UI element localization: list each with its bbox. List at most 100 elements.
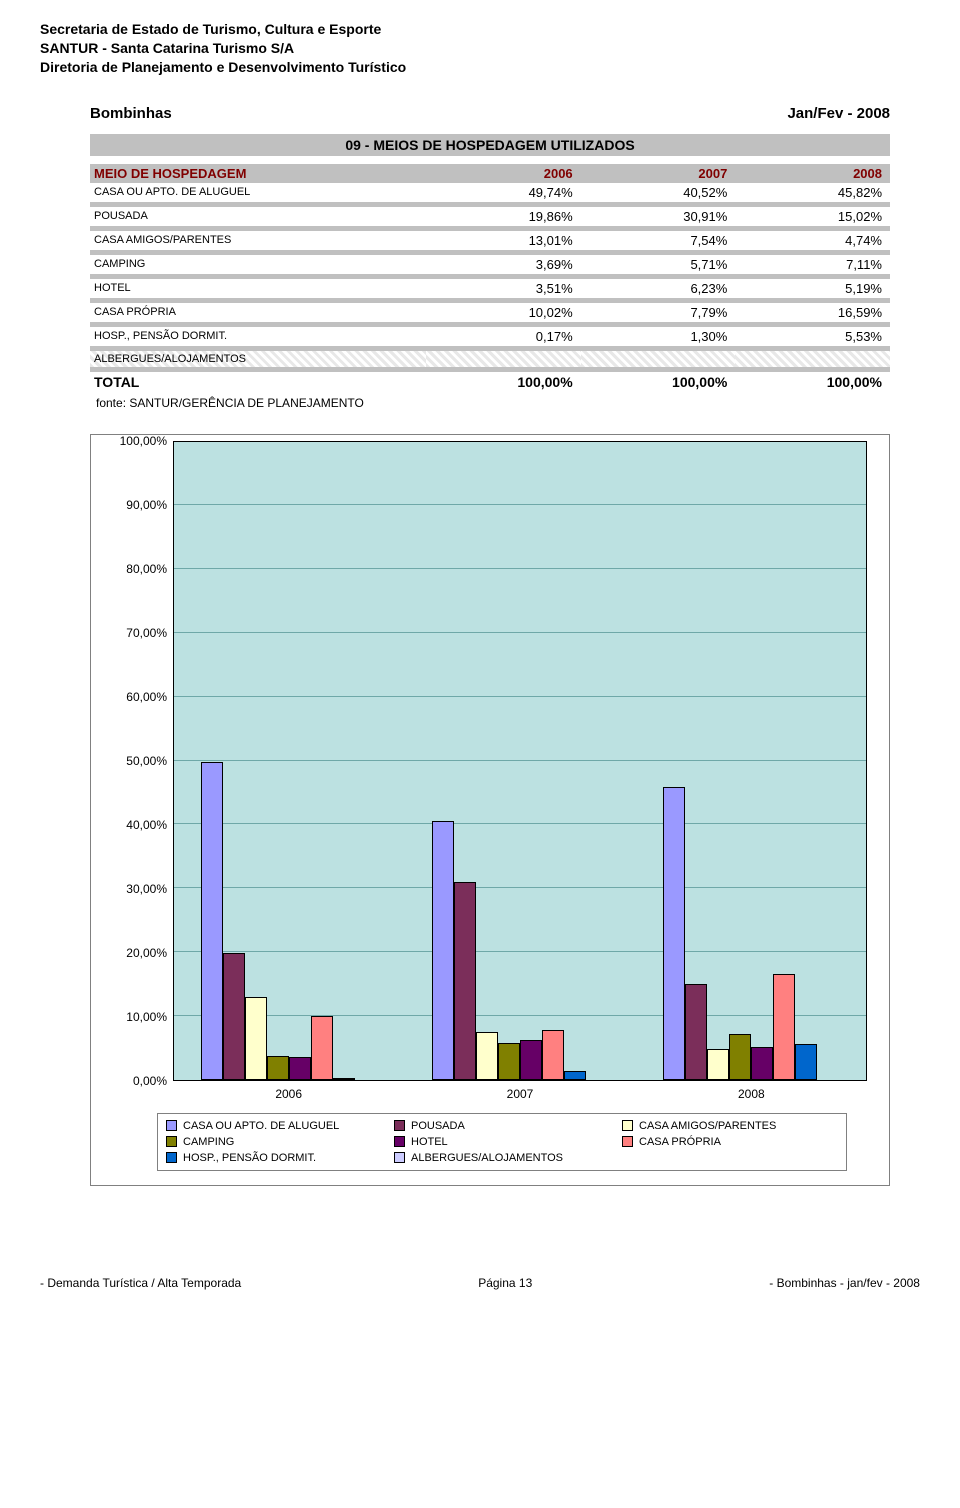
y-tick-label: 30,00% bbox=[126, 882, 167, 896]
cell-value: 5,19% bbox=[735, 279, 890, 298]
total-row: TOTAL100,00%100,00%100,00% bbox=[90, 372, 890, 392]
legend-swatch bbox=[166, 1152, 177, 1163]
table-row: CASA PRÓPRIA10,02%7,79%16,59% bbox=[90, 303, 890, 322]
cell-value: 7,79% bbox=[581, 303, 736, 322]
legend-item: HOTEL bbox=[394, 1136, 610, 1148]
doc-header: Secretaria de Estado de Turismo, Cultura… bbox=[40, 20, 920, 77]
cell-value: 1,30% bbox=[581, 327, 736, 346]
col-label: MEIO DE HOSPEDAGEM bbox=[90, 164, 426, 183]
y-tick-label: 40,00% bbox=[126, 818, 167, 832]
legend-label: HOTEL bbox=[411, 1136, 448, 1148]
total-value: 100,00% bbox=[426, 372, 581, 392]
plot bbox=[173, 441, 867, 1081]
y-tick-label: 60,00% bbox=[126, 690, 167, 704]
row-label: POUSADA bbox=[90, 207, 426, 226]
row-label: CASA PRÓPRIA bbox=[90, 303, 426, 322]
cell-value: 5,71% bbox=[581, 255, 736, 274]
bar bbox=[267, 1056, 289, 1080]
bar-group bbox=[432, 442, 608, 1080]
bar bbox=[311, 1016, 333, 1080]
cell-value: 13,01% bbox=[426, 231, 581, 250]
legend: CASA OU APTO. DE ALUGUEL POUSADA CASA AMIG… bbox=[157, 1113, 847, 1171]
legend-swatch bbox=[394, 1136, 405, 1147]
bar bbox=[333, 1078, 355, 1080]
y-tick-label: 50,00% bbox=[126, 754, 167, 768]
bar bbox=[564, 1071, 586, 1079]
table-row: POUSADA19,86%30,91%15,02% bbox=[90, 207, 890, 226]
legend-label: ALBERGUES/ALOJAMENTOS bbox=[411, 1152, 563, 1164]
legend-item: CASA OU APTO. DE ALUGUEL bbox=[166, 1120, 382, 1132]
cell-value: 4,74% bbox=[735, 231, 890, 250]
y-tick-label: 70,00% bbox=[126, 626, 167, 640]
total-label: TOTAL bbox=[90, 372, 426, 392]
cell-value bbox=[426, 351, 581, 367]
col-year-1: 2007 bbox=[581, 164, 736, 183]
chart-frame: 0,00% 10,00% 20,00% 30,00% 40,00% 50,00% 60,00… bbox=[90, 434, 890, 1186]
legend-item: ALBERGUES/ALOJAMENTOS bbox=[394, 1152, 610, 1164]
cell-value: 10,02% bbox=[426, 303, 581, 322]
table-row: CAMPING3,69%5,71%7,11% bbox=[90, 255, 890, 274]
y-axis: 0,00%10,00%20,00%30,00%40,00%50,00%60,00… bbox=[97, 441, 173, 1081]
bar bbox=[245, 997, 267, 1080]
legend-swatch bbox=[622, 1136, 633, 1147]
bar bbox=[685, 984, 707, 1080]
plot-wrap bbox=[173, 441, 867, 1081]
header-line2: SANTUR - Santa Catarina Turismo S/A bbox=[40, 39, 920, 58]
legend-label: CASA AMIGOS/PARENTES bbox=[639, 1120, 776, 1132]
cell-value: 5,53% bbox=[735, 327, 890, 346]
row-label: CAMPING bbox=[90, 255, 426, 274]
row-label: CASA OU APTO. DE ALUGUEL bbox=[90, 183, 426, 202]
bar bbox=[773, 974, 795, 1080]
bar bbox=[663, 787, 685, 1079]
bar bbox=[289, 1057, 311, 1079]
x-tick-label: 2008 bbox=[636, 1087, 867, 1101]
y-tick-label: 10,00% bbox=[126, 1010, 167, 1024]
cell-value bbox=[581, 351, 736, 367]
chart-area: 0,00%10,00%20,00%30,00%40,00%50,00%60,00… bbox=[97, 441, 883, 1081]
x-tick-label: 2007 bbox=[404, 1087, 635, 1101]
legend-swatch bbox=[394, 1120, 405, 1131]
bar bbox=[520, 1040, 542, 1080]
legend-item: HOSP., PENSÃO DORMIT. bbox=[166, 1152, 382, 1164]
cell-value: 45,82% bbox=[735, 183, 890, 202]
total-value: 100,00% bbox=[581, 372, 736, 392]
table-row: CASA OU APTO. DE ALUGUEL49,74%40,52%45,8… bbox=[90, 183, 890, 202]
legend-swatch bbox=[394, 1152, 405, 1163]
bar bbox=[542, 1030, 564, 1080]
title-right: Jan/Fev - 2008 bbox=[787, 105, 890, 122]
table-header-row: MEIO DE HOSPEDAGEM 2006 2007 2008 bbox=[90, 164, 890, 183]
title-row: Bombinhas Jan/Fev - 2008 bbox=[90, 105, 890, 122]
bar bbox=[498, 1043, 520, 1079]
section-title: 09 - MEIOS DE HOSPEDAGEM UTILIZADOS bbox=[90, 134, 890, 156]
cell-value bbox=[735, 351, 890, 367]
cell-value: 19,86% bbox=[426, 207, 581, 226]
footer-left: - Demanda Turística / Alta Temporada bbox=[40, 1276, 241, 1290]
y-tick-label: 90,00% bbox=[126, 498, 167, 512]
row-label: ALBERGUES/ALOJAMENTOS bbox=[90, 351, 426, 367]
bar bbox=[201, 762, 223, 1079]
bar-group bbox=[663, 442, 839, 1080]
table-row: HOSP., PENSÃO DORMIT.0,17%1,30%5,53% bbox=[90, 327, 890, 346]
cell-value: 30,91% bbox=[581, 207, 736, 226]
bar bbox=[707, 1049, 729, 1079]
cell-value: 16,59% bbox=[735, 303, 890, 322]
bar bbox=[729, 1034, 751, 1079]
legend-label: HOSP., PENSÃO DORMIT. bbox=[183, 1152, 316, 1164]
cell-value: 3,51% bbox=[426, 279, 581, 298]
table-row: ALBERGUES/ALOJAMENTOS bbox=[90, 351, 890, 367]
footer-right: - Bombinhas - jan/fev - 2008 bbox=[769, 1276, 920, 1290]
legend-label: POUSADA bbox=[411, 1120, 465, 1132]
x-tick-label: 2006 bbox=[173, 1087, 404, 1101]
y-tick-label: 20,00% bbox=[126, 946, 167, 960]
legend-swatch bbox=[166, 1120, 177, 1131]
bar bbox=[795, 1044, 817, 1079]
cell-value: 0,17% bbox=[426, 327, 581, 346]
legend-item: POUSADA bbox=[394, 1120, 610, 1132]
col-year-0: 2006 bbox=[426, 164, 581, 183]
legend-item: CAMPING bbox=[166, 1136, 382, 1148]
bar-group bbox=[201, 442, 377, 1080]
cell-value: 49,74% bbox=[426, 183, 581, 202]
data-table: MEIO DE HOSPEDAGEM 2006 2007 2008 CASA O… bbox=[90, 164, 890, 392]
y-tick-label: 0,00% bbox=[133, 1074, 167, 1088]
bar bbox=[476, 1032, 498, 1080]
